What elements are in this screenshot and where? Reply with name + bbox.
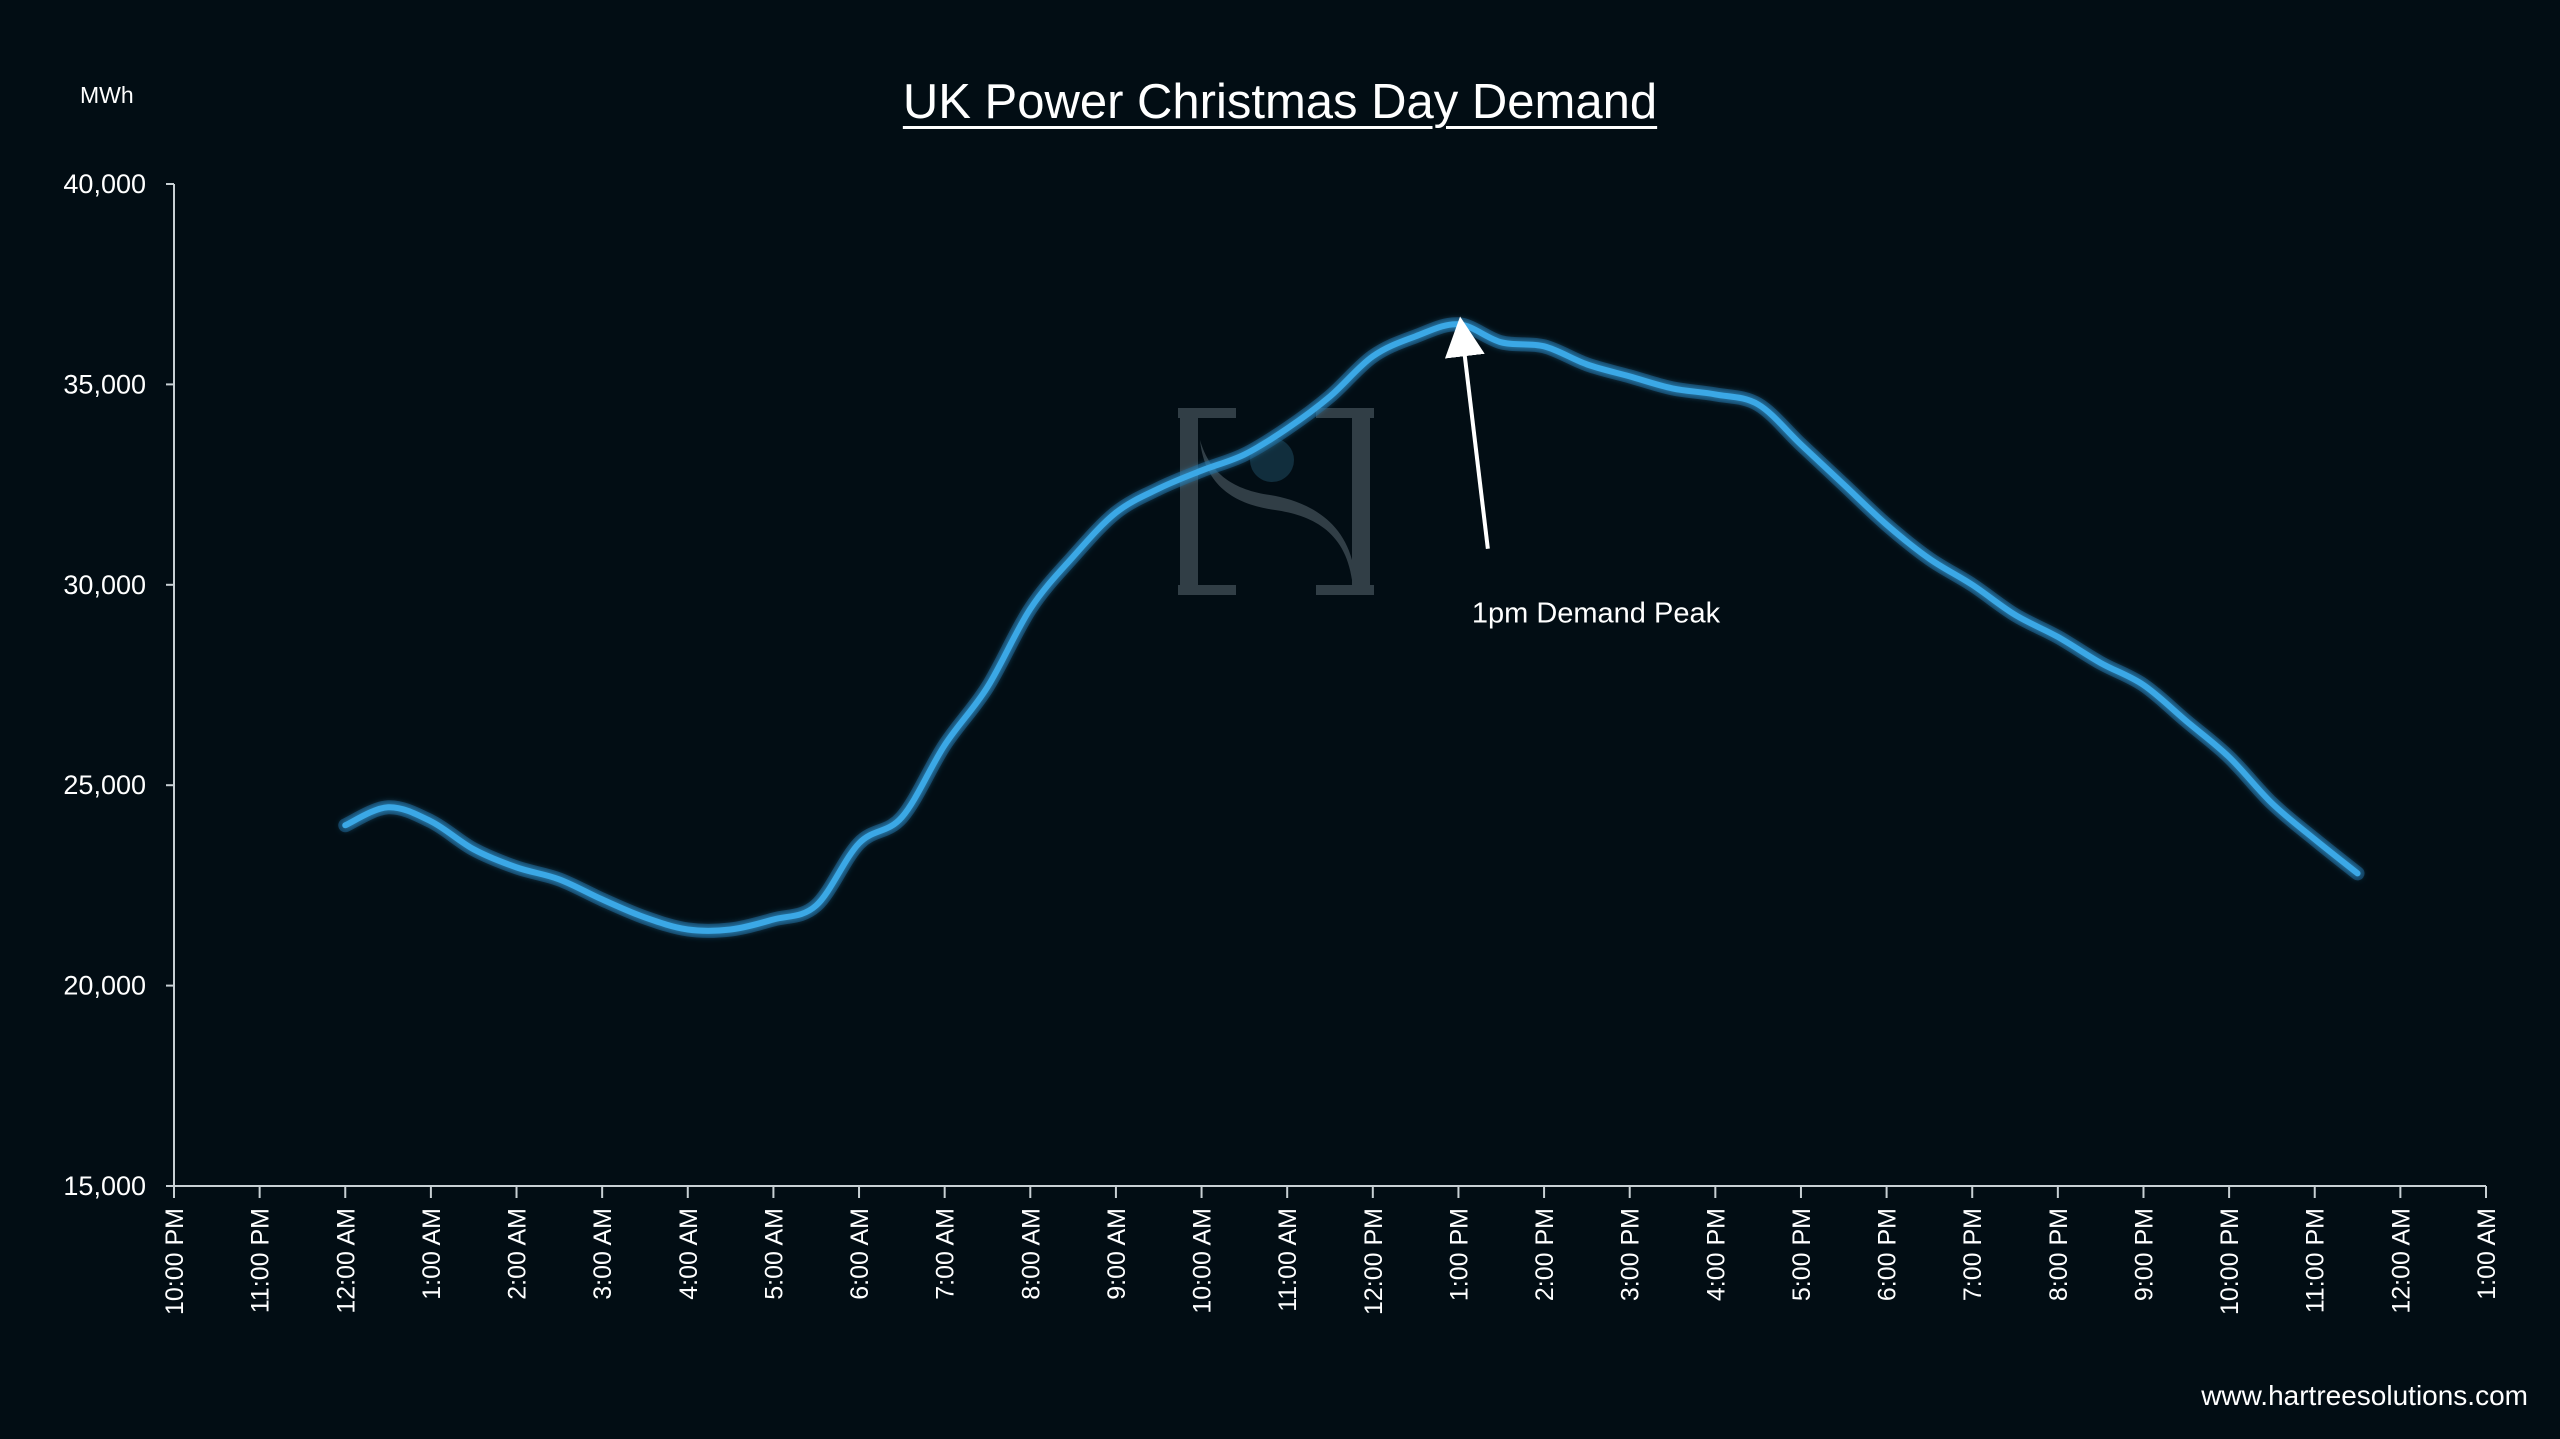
x-tick-label: 2:00 PM	[1531, 1208, 1559, 1301]
y-axis-ticks: 15,000 20,000 25,000 30,000 35,000 40,000	[63, 169, 174, 1201]
x-tick-label: 10:00 AM	[1189, 1208, 1217, 1314]
axes	[173, 184, 2486, 1187]
x-tick-label: 9:00 AM	[1103, 1208, 1131, 1300]
x-tick-label: 8:00 PM	[2045, 1208, 2073, 1301]
x-tick-label: 4:00 PM	[1702, 1208, 1730, 1301]
footer-url: www.hartreesolutions.com	[2201, 1380, 2528, 1411]
x-tick-label: 12:00 AM	[2387, 1208, 2415, 1314]
x-tick-label: 1:00 PM	[1445, 1208, 1473, 1301]
y-tick-label: 30,000	[63, 570, 146, 600]
x-tick-label: 6:00 PM	[1874, 1208, 1902, 1301]
x-tick-label: 7:00 PM	[1959, 1208, 1987, 1301]
x-tick-label: 2:00 AM	[504, 1208, 532, 1300]
x-tick-label: 12:00 AM	[332, 1208, 360, 1314]
x-tick-label: 6:00 AM	[846, 1208, 874, 1300]
x-tick-label: 5:00 PM	[1788, 1208, 1816, 1301]
x-axis-ticks: 10:00 PM 11:00 PM 12:00 AM 1:00 AM 2:00 AM 3:…	[161, 1186, 2501, 1315]
series-layer	[338, 317, 2365, 938]
annotation-label: 1pm Demand Peak	[1472, 598, 1721, 630]
x-tick-label: 3:00 AM	[589, 1208, 617, 1300]
y-tick-label: 20,000	[63, 971, 146, 1001]
x-tick-label: 1:00 AM	[2473, 1208, 2501, 1300]
x-tick-label: 10:00 PM	[2216, 1208, 2244, 1315]
annotation-arrow	[1444, 316, 1490, 549]
x-tick-label: 11:00 AM	[1274, 1208, 1302, 1312]
y-tick-label: 35,000	[63, 369, 146, 399]
y-tick-label: 25,000	[63, 770, 146, 800]
x-tick-label: 3:00 PM	[1617, 1208, 1645, 1301]
x-tick-label: 8:00 AM	[1017, 1208, 1045, 1300]
x-tick-label: 1:00 AM	[418, 1208, 446, 1300]
x-tick-label: 10:00 PM	[161, 1208, 189, 1315]
x-tick-label: 12:00 PM	[1360, 1208, 1388, 1315]
annotation-layer: 1pm Demand Peak	[1444, 316, 1721, 630]
x-tick-label: 11:00 PM	[247, 1208, 275, 1313]
chart-title: UK Power Christmas Day Demand	[902, 75, 1658, 129]
y-tick-label: 15,000	[63, 1171, 146, 1201]
x-tick-label: 9:00 PM	[2130, 1208, 2158, 1301]
hartree-h-logo-icon	[1178, 408, 1374, 595]
x-tick-label: 11:00 PM	[2302, 1208, 2330, 1313]
x-tick-label: 5:00 AM	[760, 1208, 788, 1300]
y-tick-label: 40,000	[63, 169, 146, 199]
y-axis-unit-label: MWh	[80, 82, 134, 108]
x-tick-label: 7:00 AM	[932, 1208, 960, 1300]
x-tick-label: 4:00 AM	[675, 1208, 703, 1300]
